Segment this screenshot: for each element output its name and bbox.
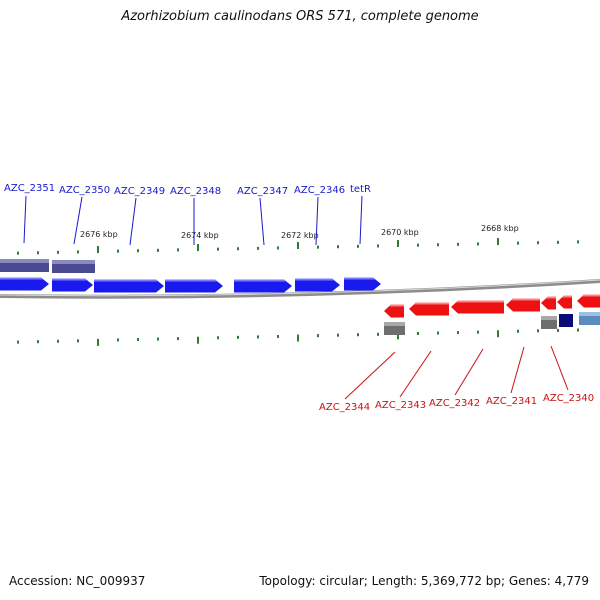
gene-label-tetr[interactable]: tetR [350,184,371,195]
gene-label-azc2342[interactable]: AZC_2342 [429,398,480,409]
gene-arrow-shine [52,278,87,281]
gene-arrow-shine [582,294,600,297]
forward-gene-arrow[interactable] [52,278,93,292]
gene-arrow-shine [234,279,286,282]
gene-label-azc2349[interactable]: AZC_2349 [114,186,165,197]
forward-gene-arrow[interactable] [165,279,223,293]
reverse-label-leader [344,351,396,400]
gene-label-azc2350[interactable]: AZC_2350 [59,185,110,196]
gene-label-azc2340[interactable]: AZC_2340 [543,393,594,404]
forward-label-leader [129,197,137,246]
reverse-label-leader [454,348,484,396]
reverse-gene-arrow[interactable] [557,295,572,309]
reverse-gene-arrow[interactable] [506,298,540,312]
gene-arrow-shine [165,279,217,282]
gene-arrow-shine [344,277,375,280]
forward-gene-arrow[interactable] [344,277,381,291]
forward-gene-arrow[interactable] [295,278,340,292]
scale-label-2672: 2672 kbp [281,231,319,240]
scale-ticks-top [17,238,579,255]
reverse-gene-arrow[interactable] [541,296,556,310]
gene-label-azc2341[interactable]: AZC_2341 [486,396,537,407]
forward-label-leader [315,196,319,246]
gene-label-azc2347[interactable]: AZC_2347 [237,186,288,197]
gene-label-azc2346[interactable]: AZC_2346 [294,185,345,196]
genome-summary-text: Topology: circular; Length: 5,369,772 bp… [259,574,589,588]
reverse-gene-track [384,294,600,318]
forward-label-leader [23,195,27,244]
reverse-gene-arrow[interactable] [451,300,504,314]
accession-text: Accession: NC_009937 [9,574,146,588]
forward-label-leader [259,197,265,246]
gene-label-azc2343[interactable]: AZC_2343 [375,400,426,411]
gene-arrow-shine [295,278,334,281]
scale-label-2668: 2668 kbp [481,224,519,233]
gene-arrow-shine [0,277,43,280]
forward-gene-arrow[interactable] [0,277,49,291]
gene-arrow-shine [389,304,404,307]
scale-ticks-bottom [17,328,579,346]
reverse-gene-arrow[interactable] [384,304,404,318]
slate-feature-shine [52,260,95,264]
label-leader-lines [23,195,569,400]
gene-arrow-shine [562,295,572,298]
forward-gene-track [0,277,381,293]
reverse-label-leader [550,345,569,391]
gene-arrow-shine [511,298,540,301]
reverse-label-leader [399,350,432,398]
gene-arrow-shine [94,279,158,282]
forward-gene-arrow[interactable] [234,279,292,293]
scale-label-2676: 2676 kbp [80,230,118,239]
genome-backbone-highlight [0,279,600,297]
reverse-gene-arrow[interactable] [409,302,449,316]
forward-label-leader [73,196,83,245]
slate-feature-shine [0,259,49,263]
gene-arrow-shine [546,296,556,299]
reverse-label-leader [510,346,525,394]
gene-label-azc2348[interactable]: AZC_2348 [170,186,221,197]
scale-label-2670: 2670 kbp [381,228,419,237]
gene-label-azc2351[interactable]: AZC_2351 [4,183,55,194]
grey-feature-shine [541,316,557,320]
grey-feature-shine [384,322,405,326]
gene-arrow-shine [414,302,449,305]
map-title: Azorhizobium caulinodans ORS 571, comple… [121,9,479,24]
scale-label-2674: 2674 kbp [181,231,219,240]
gene-label-azc2344[interactable]: AZC_2344 [319,402,370,413]
navy-feature[interactable] [559,314,573,327]
genome-backbone [0,279,600,299]
gene-arrow-shine [456,300,504,303]
steelblue-feature-shine [579,312,600,316]
forward-label-leader [359,195,363,245]
forward-gene-arrow[interactable] [94,279,164,293]
reverse-gene-arrow[interactable] [577,294,600,308]
